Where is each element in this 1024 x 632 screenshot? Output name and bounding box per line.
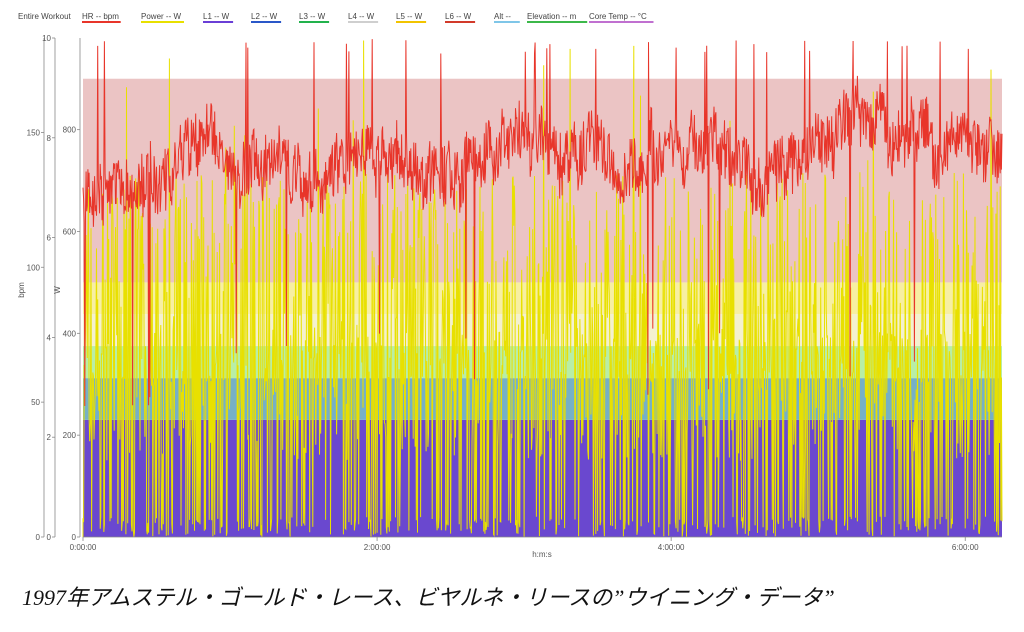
workout-chart: Entire Workout HR -- bpm Power -- W L1 -- … xyxy=(17,12,1003,559)
zone-band-l1 xyxy=(83,419,1002,537)
legend-item[interactable]: HR -- bpm xyxy=(82,12,121,23)
y-axis-bpm: 0 50 100 150 bpm xyxy=(17,38,45,542)
y-tick-label: 100 xyxy=(27,263,41,272)
legend-label: Core Temp -- °C xyxy=(589,12,647,21)
y-tick-label: 50 xyxy=(31,398,40,407)
legend-item[interactable]: Core Temp -- °C xyxy=(589,12,654,23)
series-layer xyxy=(82,39,1003,538)
legend-label: L2 -- W xyxy=(251,12,278,21)
y-tick-label: 10 xyxy=(42,34,51,43)
series-hr xyxy=(82,39,1003,407)
y-axis-unlabeled: 0 2 4 6 8 10 xyxy=(42,34,56,542)
y-tick-label: 800 xyxy=(63,126,77,135)
legend-item[interactable]: L1 -- W xyxy=(203,12,234,23)
legend-label: Power -- W xyxy=(141,12,181,21)
legend-label: L6 -- W xyxy=(445,12,472,21)
x-tick-label: 6:00:00 xyxy=(952,543,979,552)
y-tick-label: 600 xyxy=(63,227,77,236)
y-tick-label: 400 xyxy=(63,329,77,338)
legend-item[interactable]: L3 -- W xyxy=(299,12,330,23)
x-tick-label: 4:00:00 xyxy=(658,543,685,552)
x-axis: 0:00:00 2:00:00 4:00:00 6:00:00 xyxy=(70,536,1002,552)
legend-label: L5 -- W xyxy=(396,12,423,21)
legend-item[interactable]: L2 -- W xyxy=(251,12,282,23)
legend-item[interactable]: Alt -- xyxy=(494,12,520,23)
legend-item[interactable]: Elevation -- m xyxy=(527,12,588,23)
legend-label: Alt -- xyxy=(494,12,511,21)
chart-title: Entire Workout xyxy=(18,12,72,21)
legend-item[interactable]: L4 -- W xyxy=(348,12,379,23)
y-tick-label: 4 xyxy=(47,333,52,342)
figure-caption: 1997年アムステル・ゴールド・レース、ビヤルネ・リースの”ウイニング・データ” xyxy=(22,585,835,610)
legend-label: L3 -- W xyxy=(299,12,326,21)
legend: HR -- bpm Power -- W L1 -- W L2 -- W L3 -- W… xyxy=(82,12,654,23)
y-tick-label: 2 xyxy=(47,433,52,442)
legend-label: Elevation -- m xyxy=(527,12,577,21)
x-axis-title: h:m:s xyxy=(532,550,552,559)
legend-item[interactable]: L6 -- W xyxy=(445,12,476,23)
legend-item[interactable]: L5 -- W xyxy=(396,12,427,23)
y-tick-label: 6 xyxy=(47,234,52,243)
y-axis-W: 0 200 400 600 800 W xyxy=(53,38,81,542)
y-axis-title: W xyxy=(53,286,62,294)
y-axis-title: bpm xyxy=(17,282,26,298)
y-tick-label: 0 xyxy=(47,533,52,542)
legend-label: L4 -- W xyxy=(348,12,375,21)
x-tick-label: 2:00:00 xyxy=(364,543,391,552)
y-tick-label: 0 xyxy=(72,533,77,542)
y-tick-label: 150 xyxy=(27,128,41,137)
x-tick-label: 0:00:00 xyxy=(70,543,97,552)
legend-item[interactable]: Power -- W xyxy=(141,12,184,23)
y-tick-label: 8 xyxy=(47,134,52,143)
legend-label: HR -- bpm xyxy=(82,12,119,21)
legend-label: L1 -- W xyxy=(203,12,230,21)
y-tick-label: 0 xyxy=(36,533,41,542)
y-tick-label: 200 xyxy=(63,431,77,440)
